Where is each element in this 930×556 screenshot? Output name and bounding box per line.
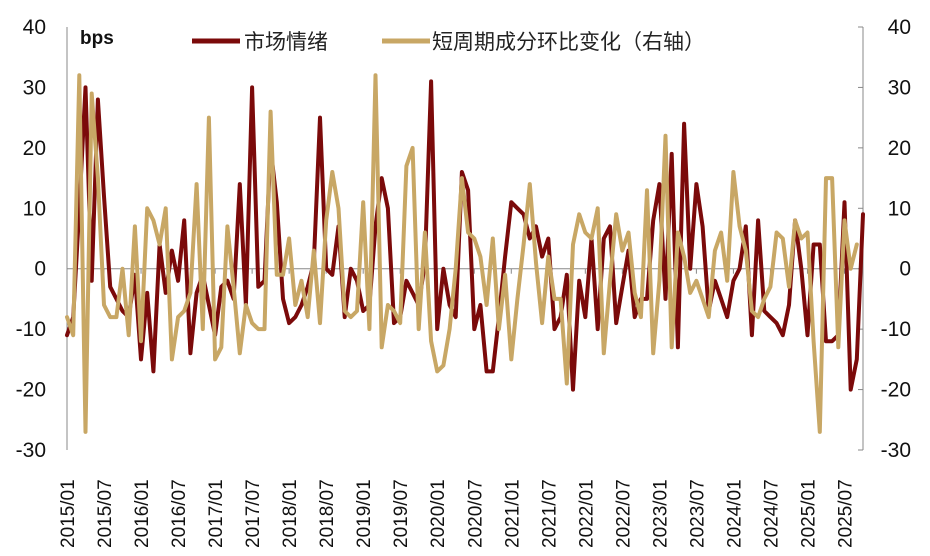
x-tick-label: 2025/01 <box>798 479 819 548</box>
y-tick-left: 0 <box>34 258 46 281</box>
x-tick-label: 2022/01 <box>576 479 597 548</box>
y-tick-right: -10 <box>881 318 911 341</box>
y-tick-right: 10 <box>888 197 911 220</box>
legend: 市场情绪 短周期成分环比变化（右轴） <box>192 30 705 54</box>
legend-label-sentiment: 市场情绪 <box>244 30 328 54</box>
x-tick-label: 2020/07 <box>465 479 486 548</box>
y-tick-right: 30 <box>888 76 911 99</box>
x-tick-label: 2020/01 <box>428 479 449 548</box>
x-tick-label: 2023/01 <box>650 479 671 548</box>
x-tick-label: 2017/07 <box>243 479 264 548</box>
y-tick-right: 40 <box>888 16 911 39</box>
y-tick-left: 30 <box>23 76 46 99</box>
y-tick-left: 10 <box>23 197 46 220</box>
x-tick-label: 2021/01 <box>502 479 523 548</box>
x-tick-label: 2022/07 <box>613 479 634 548</box>
y-tick-right: -30 <box>881 439 911 462</box>
unit-label: bps <box>80 28 114 49</box>
series-lines <box>65 73 865 434</box>
legend-label-cycle: 短周期成分环比变化（右轴） <box>432 30 705 54</box>
x-tick-label: 2016/01 <box>132 479 153 548</box>
y-tick-right: -20 <box>881 379 911 402</box>
x-tick-label: 2015/07 <box>95 479 116 548</box>
x-tick-label: 2019/01 <box>354 479 375 548</box>
y-tick-left: 40 <box>23 16 46 39</box>
x-tick-label: 2018/07 <box>317 479 338 548</box>
x-tick-label: 2024/07 <box>761 479 782 548</box>
y-tick-right: 20 <box>888 137 911 160</box>
y-tick-left: 20 <box>23 137 46 160</box>
x-tick-label: 2019/07 <box>391 479 412 548</box>
x-tick-label: 2024/01 <box>724 479 745 548</box>
y-tick-left: -30 <box>16 439 46 462</box>
x-tick-label: 2025/07 <box>835 479 856 548</box>
y-tick-left: -20 <box>16 379 46 402</box>
y-tick-right: 0 <box>899 258 911 281</box>
x-tick-label: 2021/07 <box>539 479 560 548</box>
series-line-cycle <box>65 73 859 434</box>
x-tick-label: 2015/01 <box>58 479 79 548</box>
x-tick-label: 2016/07 <box>169 479 190 548</box>
y-tick-left: -10 <box>16 318 46 341</box>
x-tick-label: 2023/07 <box>687 479 708 548</box>
axes: 40 30 20 10 0 -10 -20 -30 40 30 20 10 0 -10 -20 -30 2015… <box>16 16 911 548</box>
x-tick-label: 2017/01 <box>206 479 227 548</box>
x-tick-label: 2018/01 <box>280 479 301 548</box>
